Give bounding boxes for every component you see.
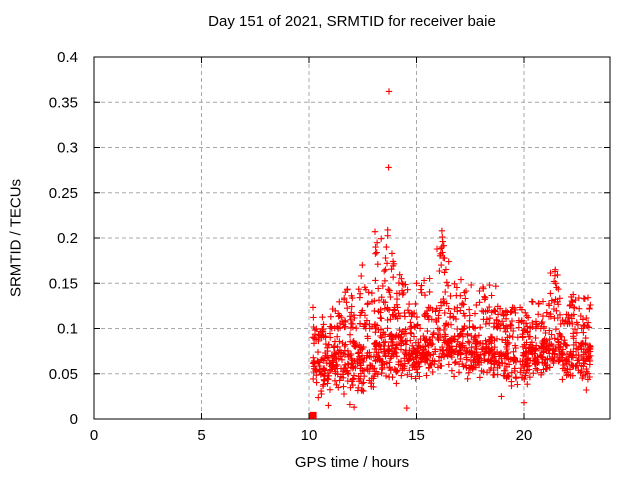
chart-title: Day 151 of 2021, SRMTID for receiver bai…: [208, 13, 496, 30]
y-tick-label: 0.15: [49, 275, 78, 292]
y-tick-label: 0.05: [49, 366, 78, 383]
y-tick-label: 0.2: [57, 230, 78, 247]
y-tick-label: 0.4: [57, 49, 78, 66]
y-tick-label: 0: [70, 411, 78, 428]
y-tick-label: 0.3: [57, 140, 78, 157]
y-tick-label: 0.25: [49, 185, 78, 202]
zero-square-point: [309, 411, 317, 419]
x-tick-label: 20: [516, 427, 533, 444]
x-tick-label: 10: [301, 427, 318, 444]
x-tick-label: 15: [408, 427, 425, 444]
x-axis-label: GPS time / hours: [294, 454, 410, 471]
x-tick-label: 5: [197, 427, 205, 444]
x-tick-label: 0: [90, 427, 98, 444]
data-points: [309, 88, 594, 412]
y-tick-label: 0.35: [49, 94, 78, 111]
y-tick-label: 0.1: [57, 321, 78, 338]
